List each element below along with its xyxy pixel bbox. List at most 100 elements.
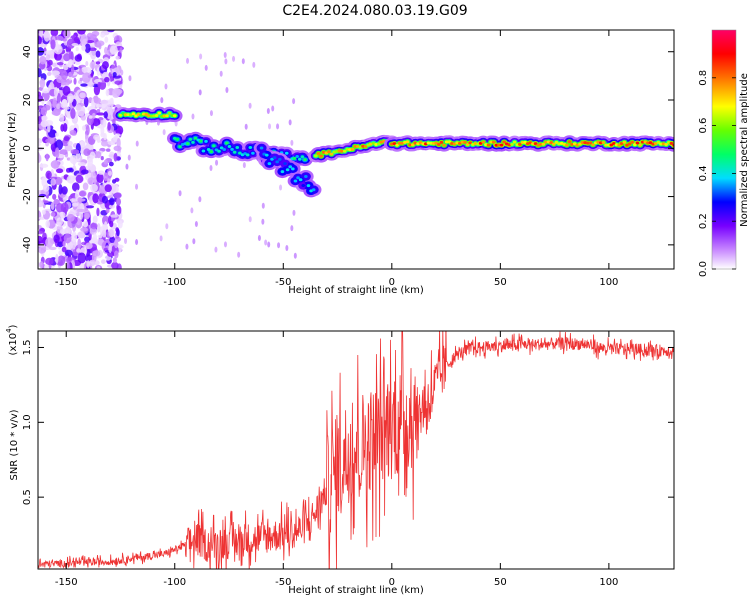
spectrogram-ridge-cell	[491, 140, 496, 144]
spectrogram-noise-cell	[290, 139, 294, 146]
spectrogram-ridge-cell	[188, 137, 193, 141]
spectrogram-ridge-cell	[350, 147, 355, 151]
spectrogram-noise-cell	[51, 70, 60, 77]
spectrogram-noise-cell	[82, 125, 86, 131]
spectrogram-ridge-cell	[478, 141, 483, 145]
spectrogram-noise-cell	[98, 42, 102, 50]
spectrogram-noise-cell	[89, 151, 96, 159]
spectrogram-noise-cell	[100, 156, 104, 161]
snr-x-tick-label: -150	[55, 577, 78, 588]
spectrogram-noise-cell	[103, 132, 107, 141]
spectrogram-noise-cell	[60, 202, 69, 213]
spectrogram-noise-cell	[38, 225, 42, 230]
spectrogram-ridge-cell	[447, 140, 452, 144]
spectrogram-noise-cell	[55, 253, 59, 264]
spectrogram-ridge-cell	[578, 142, 582, 146]
spectrogram-ridge-cell	[123, 113, 128, 117]
colorbar-tick-label: 0.8	[698, 70, 709, 86]
spectrogram-ridge-cell	[175, 137, 180, 141]
spectrogram-noise-cell	[56, 93, 61, 103]
spectrogram-ridge-cell	[502, 140, 506, 144]
spectrogram-noise-cell	[112, 118, 116, 126]
spectrogram-noise-cell	[47, 59, 53, 66]
spectrogram-noise-cell	[160, 97, 164, 104]
snr-x-tick-label: 0	[389, 577, 395, 588]
spectrogram-ridge-cell	[327, 150, 331, 154]
spectrogram-noise-cell	[70, 149, 80, 155]
spectrogram-noise-cell	[71, 43, 79, 47]
spectrogram-ridge-cell	[638, 143, 642, 147]
spectrogram-noise-cell	[101, 215, 109, 226]
spectrogram-noise-cell	[90, 222, 98, 230]
spectrogram-noise-cell	[124, 238, 128, 245]
spectrogram-y-tick-label: 40	[22, 45, 33, 58]
snr-x-tick-label: 50	[494, 577, 507, 588]
spectrogram-noise-cell	[97, 81, 102, 87]
spectrogram-ridge-cell	[567, 140, 572, 144]
spectrogram-noise-cell	[85, 60, 89, 67]
spectrogram-noise-cell	[83, 96, 89, 108]
spectrogram-noise-cell	[107, 140, 116, 146]
snr-x-tick-label: 100	[599, 577, 618, 588]
spectrogram-noise-cell	[248, 216, 252, 223]
spectrogram-ridge-cell	[311, 188, 316, 192]
spectrogram-ridge-cell	[280, 170, 285, 174]
spectrogram-ridge-cell	[437, 143, 441, 147]
spectrogram-noise-cell	[112, 257, 117, 264]
snr-y-tick-label: 1.5	[22, 340, 33, 356]
colorbar-frame	[711, 29, 737, 270]
spectrogram-ridge-cell	[316, 151, 321, 155]
spectrogram-noise-cell	[232, 55, 236, 62]
spectrogram-ridge-cell	[295, 155, 299, 159]
spectrogram-noise-cell	[41, 209, 46, 215]
spectrogram-noise-cell	[95, 50, 101, 58]
spectrogram-noise-cell	[85, 124, 90, 136]
spectrogram-noise-cell	[117, 220, 123, 229]
spectrogram-noise-cell	[56, 62, 64, 66]
colorbar-gradient	[712, 30, 736, 269]
spectrogram-noise-cell	[62, 123, 68, 132]
spectrogram-noise-cell	[69, 154, 78, 165]
spectrogram-noise-cell	[113, 145, 122, 152]
spectrogram-ridge-cell	[227, 145, 232, 149]
spectrogram-ridge-cell	[259, 146, 264, 150]
spectrogram-noise-cell	[209, 164, 213, 171]
spectrogram-noise-cell	[71, 182, 80, 192]
spectrogram-ridge-cell	[599, 141, 603, 145]
spectrogram-ridge-cell	[301, 183, 306, 187]
spectrogram-ridge-cell	[272, 156, 277, 160]
spectrogram-noise-cell	[101, 140, 109, 147]
spectrogram-ridge-cell	[297, 157, 302, 161]
spectrogram-noise-cell	[89, 61, 96, 69]
spectrogram-noise-cell	[69, 198, 78, 203]
spectrogram-noise-cell	[51, 110, 61, 116]
spectrogram-noise-cell	[264, 239, 268, 246]
snr-y-label: SNR (10 * v/v)	[9, 409, 20, 480]
spectrogram-noise-cell	[109, 237, 116, 243]
spectrogram-ridge-cell	[408, 143, 412, 147]
spectrogram-noise-cell	[199, 53, 203, 60]
spectrogram-ridge-cell	[664, 143, 668, 147]
spectrogram-noise-cell	[109, 98, 114, 103]
spectrogram-ridge-cell	[520, 141, 525, 145]
spectrogram-ridge-cell	[165, 114, 169, 118]
spectrogram-noise-cell	[80, 83, 88, 87]
spectrogram-noise-cell	[111, 179, 117, 184]
spectrogram-ridge-cell	[358, 145, 363, 149]
spectrogram-ridge-cell	[209, 150, 214, 154]
spectrogram-noise-cell	[266, 107, 270, 114]
spectrogram-ridge-cell	[580, 140, 585, 144]
spectrogram-panel: -150 -100 -50 0 50 100 -40 -20 0 20 40 Height of …	[7, 29, 675, 296]
spectrogram-ridge-cell	[267, 162, 272, 166]
spectrogram-noise-cell	[110, 184, 117, 193]
spectrogram-noise-cell	[38, 138, 42, 144]
spectrogram-noise-cell	[62, 196, 67, 202]
spectrogram-noise-cell	[276, 123, 280, 130]
spectrogram-noise-cell	[237, 251, 241, 258]
spectrogram-noise-cell	[52, 193, 57, 200]
spectrogram-noise-cell	[62, 240, 66, 247]
spectrogram-noise-cell	[58, 184, 63, 195]
spectrogram-ridge-cell	[565, 143, 569, 147]
spectrogram-y-tick-label: -20	[22, 188, 33, 204]
spectrogram-noise-cell	[88, 115, 93, 119]
